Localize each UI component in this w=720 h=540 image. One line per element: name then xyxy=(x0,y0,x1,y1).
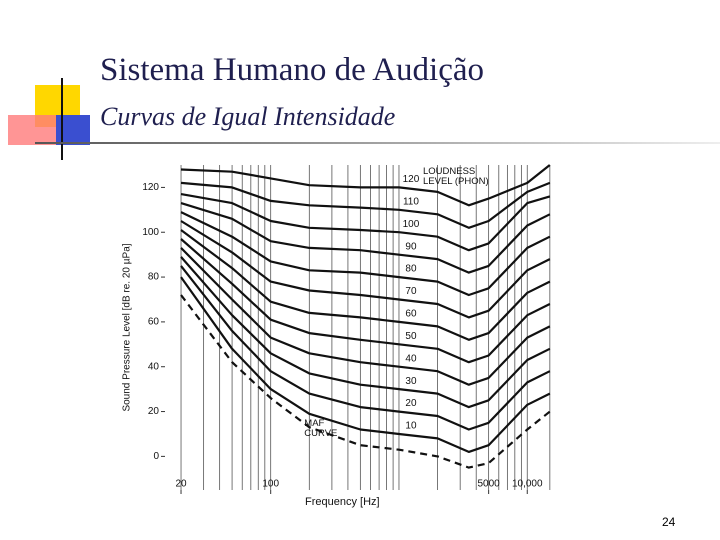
title-rule xyxy=(35,142,720,144)
series-label: 20 xyxy=(405,398,417,409)
curve xyxy=(180,193,551,252)
series-label: 110 xyxy=(403,196,419,207)
label-background xyxy=(404,375,418,387)
y-tick-label: 100 xyxy=(142,227,159,238)
curve xyxy=(180,294,551,469)
series-label: 100 xyxy=(403,219,420,230)
label-background xyxy=(404,330,418,342)
label-background xyxy=(404,286,418,298)
label-background xyxy=(404,398,418,410)
y-tick-label: 60 xyxy=(148,317,160,328)
series-label: 40 xyxy=(405,353,417,364)
y-tick-label: 20 xyxy=(148,406,160,417)
y-axis-label: Sound Pressure Level [dB re. 20 µPa] xyxy=(122,243,133,411)
series-label: 120 xyxy=(403,174,420,185)
x-tick-label: 100 xyxy=(262,479,279,490)
y-tick-label: 120 xyxy=(142,182,159,193)
annotation: LOUDNESS LEVEL (PHON) xyxy=(423,166,489,187)
x-tick-label: 20 xyxy=(175,479,187,490)
x-axis-label: Frequency [Hz] xyxy=(305,496,380,508)
label-background xyxy=(404,263,418,275)
curve xyxy=(180,202,551,274)
label-background xyxy=(401,218,421,230)
curve xyxy=(180,256,551,409)
curve xyxy=(180,220,551,319)
label-background xyxy=(404,353,418,365)
label-background xyxy=(404,420,418,432)
series-label: 80 xyxy=(405,264,417,275)
y-tick-label: 0 xyxy=(153,451,159,462)
deco-square xyxy=(8,115,58,145)
label-background xyxy=(401,196,421,208)
x-tick-label: 10,000 xyxy=(512,479,543,490)
plot-area: 0 20 40 60 80 100 120 20 100 5000 10,000 Sound Pres… xyxy=(122,164,551,494)
curve xyxy=(180,229,551,341)
series-label: 70 xyxy=(405,286,417,297)
page-number: 24 xyxy=(662,515,676,529)
series-label: MAF CURVE xyxy=(304,418,338,440)
curve xyxy=(180,211,551,297)
label-background xyxy=(401,174,421,186)
slide-title: Sistema Humano de Audição xyxy=(100,52,485,88)
curve xyxy=(180,238,551,364)
series-label: 50 xyxy=(405,331,417,342)
x-tick-label: 5000 xyxy=(478,479,501,490)
label-background xyxy=(404,241,418,253)
curve xyxy=(180,276,551,453)
y-tick-label: 40 xyxy=(148,361,160,372)
series-label: 30 xyxy=(405,376,417,387)
series-label: 90 xyxy=(405,241,417,252)
curve xyxy=(180,265,551,431)
series-label: 10 xyxy=(405,421,417,432)
y-tick-label: 80 xyxy=(148,272,160,283)
label-background xyxy=(404,308,418,320)
curve xyxy=(180,164,551,207)
curve xyxy=(180,181,551,229)
slide-subtitle: Curvas de Igual Intensidade xyxy=(100,102,396,131)
curve xyxy=(180,247,551,386)
series-label: 60 xyxy=(405,309,417,320)
